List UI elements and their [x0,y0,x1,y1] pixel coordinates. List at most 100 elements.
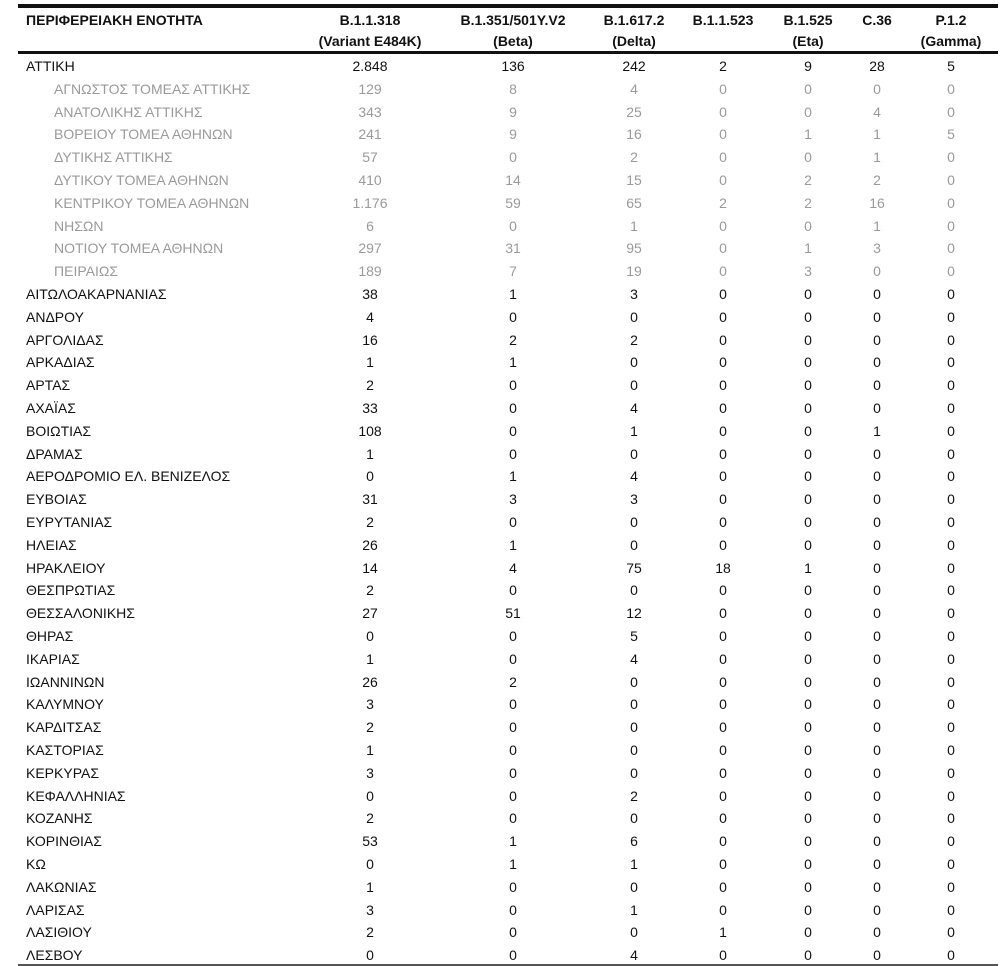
cell-value: 0 [719,901,727,918]
table-row: ΕΥΡΥΤΑΝΙΑΣ 2 0 0 0 0 0 0 [0,511,1000,533]
cell-value: 0 [873,856,881,872]
cell-value: 0 [873,468,881,485]
cell-value: 0 [719,787,727,804]
cell-value: 0 [873,400,881,416]
cell-value: 2 [630,331,638,348]
cell-value: 16 [362,331,378,348]
cell-value: 0 [873,901,881,918]
cell-value: 1 [873,422,881,439]
cell-value: 108 [358,422,382,439]
column-header-line2: (Eta) [792,33,824,49]
cell-value: 18 [715,559,731,576]
region-name: ΘΕΣΠΡΩΤΙΑΣ [26,582,116,599]
cell-value: 1 [509,286,517,302]
region-name: ΑΕΡΟΔΡΟΜΙΟ ΕΛ. ΒΕΝΙΖΕΛΟΣ [26,468,231,485]
cell-value: 0 [719,308,727,325]
cell-value: 1 [804,126,812,143]
cell-value: 3 [509,491,517,508]
cell-value: 0 [630,536,638,553]
cell-value: 0 [873,742,881,758]
top-rule [18,4,998,8]
cell-value: 1 [366,742,374,758]
region-name: ΕΥΒΟΙΑΣ [26,491,87,508]
cell-value: 2 [366,582,374,599]
cell-value: 0 [873,650,881,667]
cell-value: 0 [804,400,812,416]
cell-value: 0 [873,947,881,964]
cell-value: 0 [947,833,955,850]
cell-value: 241 [358,126,382,143]
cell-value: 0 [509,308,517,325]
table-row: ΛΑΣΙΘΙΟΥ 2 0 0 1 0 0 0 [0,921,1000,943]
cell-value: 0 [947,856,955,872]
cell-value: 0 [719,103,727,120]
cell-value: 0 [804,308,812,325]
table-row: ΛΑΡΙΣΑΣ 3 0 1 0 0 0 0 [0,899,1000,921]
cell-value: 0 [719,878,727,895]
cell-value: 1 [873,126,881,143]
table-row: ΚΩ 0 1 1 0 0 0 0 [0,853,1000,875]
cell-value: 19 [626,263,642,280]
cell-value: 0 [804,605,812,622]
cell-value: 3 [366,696,374,713]
region-name: ΒΟΡΕΙΟΥ ΤΟΜΕΑ ΑΘΗΝΩΝ [54,126,233,143]
table-row: ΑΙΤΩΛΟΑΚΑΡΝΑΝΙΑΣ 38 1 3 0 0 0 0 [0,283,1000,305]
cell-value: 1 [630,422,638,439]
cell-value: 0 [630,514,638,530]
cell-value: 0 [873,696,881,713]
cell-value: 0 [947,696,955,713]
cell-value: 0 [719,650,727,667]
cell-value: 0 [719,605,727,622]
region-name: ΑΡΚΑΔΙΑΣ [26,354,95,371]
cell-value: 5 [947,126,955,143]
cell-value: 0 [873,719,881,736]
cell-value: 0 [630,377,638,394]
cell-value: 0 [873,764,881,781]
table-row: ΑΝΔΡΟΥ 4 0 0 0 0 0 0 [0,306,1000,328]
cell-value: 0 [804,582,812,599]
region-name: ΑΡΤΑΣ [26,377,71,394]
column-header: B.1.525 (Eta) [738,10,878,52]
cell-value: 0 [804,331,812,348]
cell-value: 1 [366,445,374,462]
cell-value: 0 [509,650,517,667]
region-name: ΚΕΡΚΥΡΑΣ [26,764,99,781]
region-name: ΚΟΡΙΝΘΙΑΣ [26,833,102,850]
cell-value: 0 [804,878,812,895]
cell-value: 0 [804,286,812,302]
column-header-line1: B.1.1.318 [339,12,401,28]
cell-value: 9 [509,103,517,120]
column-header-line2: (Variant E484K) [318,33,422,49]
cell-value: 59 [505,194,521,211]
table-subrow: ΒΟΡΕΙΟΥ ΤΟΜΕΑ ΑΘΗΝΩΝ 241 9 16 0 1 1 5 [0,123,1000,145]
cell-value: 0 [804,149,812,166]
table-row: ΚΕΦΑΛΛΗΝΙΑΣ 0 0 2 0 0 0 0 [0,785,1000,807]
cell-value: 0 [719,947,727,964]
cell-value: 0 [873,924,881,941]
column-header-line2: (Gamma) [920,33,982,49]
cell-value: 2 [873,172,881,188]
cell-value: 1 [509,354,517,371]
cell-value: 12 [626,605,642,622]
cell-value: 0 [719,833,727,850]
column-header-line1: P.1.2 [935,12,967,28]
cell-value: 1 [366,650,374,667]
region-name: ΑΡΓΟΛΙΔΑΣ [26,331,104,348]
table-row: ΚΟΖΑΝΗΣ 2 0 0 0 0 0 0 [0,807,1000,829]
cell-value: 0 [947,80,955,97]
cell-value: 0 [630,308,638,325]
cell-value: 0 [509,696,517,713]
cell-value: 0 [719,742,727,758]
cell-value: 0 [804,445,812,462]
cell-value: 7 [509,263,517,280]
cell-value: 0 [719,856,727,872]
cell-value: 0 [947,240,955,257]
cell-value: 2 [366,810,374,827]
cell-value: 0 [630,764,638,781]
cell-value: 0 [947,673,955,690]
cell-value: 343 [358,103,382,120]
cell-value: 0 [719,468,727,485]
cell-value: 1 [719,924,727,941]
cell-value: 0 [804,810,812,827]
cell-value: 0 [719,764,727,781]
